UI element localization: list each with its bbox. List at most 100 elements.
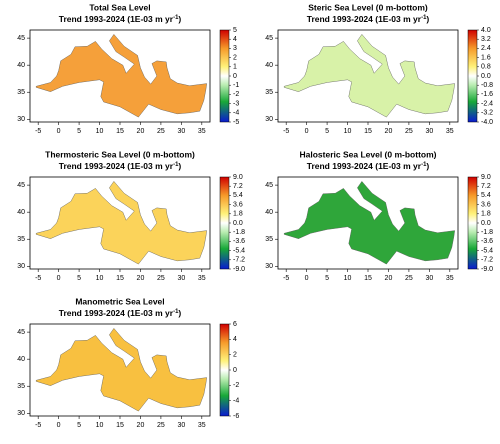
panel-subtitle: Trend 1993-2024 (1E-03 m yr-1)	[59, 14, 182, 24]
colorbar-tick-label: 5	[233, 27, 237, 34]
colorbar-tick-label: -5	[233, 119, 239, 126]
colorbar-tick-label: 9.0	[233, 174, 243, 181]
colorbar-tick-label: 1.6	[481, 54, 491, 61]
x-tick-label: 35	[198, 275, 206, 282]
x-tick-label: 10	[96, 422, 104, 429]
x-tick-label: 25	[157, 275, 165, 282]
y-tick-label: 45	[265, 182, 273, 189]
colorbar-tick-label: -1.8	[481, 229, 493, 236]
x-tick-label: -5	[283, 128, 289, 135]
subtitle-exponent: -1	[173, 162, 179, 168]
x-tick-label: 30	[425, 275, 433, 282]
y-tick-label: 35	[17, 383, 25, 390]
colorbar-tick-label: -2	[233, 382, 239, 389]
colorbar	[219, 323, 230, 417]
colorbar-tick-label: -3.6	[481, 238, 493, 245]
x-tick-label: 10	[96, 275, 104, 282]
colorbar-tick-label: -1.8	[233, 229, 245, 236]
y-tick-label: 40	[17, 356, 25, 363]
x-tick-label: 35	[198, 422, 206, 429]
x-tick-label: 25	[405, 128, 413, 135]
colorbar	[219, 29, 230, 123]
y-tick-label: 45	[17, 182, 25, 189]
panel-subtitle: Trend 1993-2024 (1E-03 m yr-1)	[59, 308, 182, 318]
colorbar-tick-label: 0.0	[233, 220, 243, 227]
x-tick-label: 5	[77, 422, 81, 429]
y-tick-label: 40	[265, 62, 273, 69]
panel-subtitle: Trend 1993-2024 (1E-03 m yr-1)	[307, 161, 430, 171]
x-tick-label: 20	[385, 128, 393, 135]
panel-title: Thermosteric Sea Level (0 m-bottom)	[45, 149, 195, 159]
y-tick-label: 45	[17, 35, 25, 42]
subtitle-end: )	[178, 14, 181, 24]
x-tick-label: -5	[35, 275, 41, 282]
x-tick-label: -5	[35, 128, 41, 135]
x-tick-label: 15	[364, 275, 372, 282]
panel-title: Total Sea Level	[89, 2, 150, 12]
y-tick-label: 35	[265, 236, 273, 243]
y-tick-label: 45	[265, 35, 273, 42]
x-tick-label: 20	[137, 128, 145, 135]
colorbar-tick-label: -6	[233, 413, 239, 420]
colorbar-tick-label: -7.2	[481, 257, 493, 264]
colorbar-tick-label: 2	[233, 352, 237, 359]
x-tick-label: 5	[325, 128, 329, 135]
y-tick-label: 35	[17, 89, 25, 96]
subtitle-text: Trend 1993-2024 (1E-03 m yr	[307, 14, 422, 24]
y-tick-label: 30	[17, 410, 25, 417]
colorbar-tick-label: 0.0	[481, 73, 491, 80]
x-tick-label: -5	[283, 275, 289, 282]
subtitle-exponent: -1	[421, 15, 427, 21]
x-tick-label: 15	[364, 128, 372, 135]
sea-area	[283, 181, 455, 265]
panel-subtitle: Trend 1993-2024 (1E-03 m yr-1)	[59, 161, 182, 171]
colorbar-tick-label: -5.4	[481, 247, 493, 254]
y-tick-label: 40	[265, 209, 273, 216]
subtitle-text: Trend 1993-2024 (1E-03 m yr	[59, 308, 174, 318]
x-tick-label: 35	[198, 128, 206, 135]
sea-area	[35, 34, 207, 118]
subtitle-end: )	[178, 308, 181, 318]
y-tick-label: 35	[265, 89, 273, 96]
colorbar-tick-label: 2	[233, 54, 237, 61]
colorbar-tick-label: 1.8	[233, 211, 243, 218]
colorbar	[467, 29, 478, 123]
x-tick-label: 0	[305, 275, 309, 282]
colorbar-tick-label: -2	[233, 91, 239, 98]
panel-title: Manometric Sea Level	[75, 296, 164, 306]
y-tick-label: 30	[17, 263, 25, 270]
x-tick-label: 15	[116, 422, 124, 429]
colorbar-tick-label: -3.2	[481, 110, 493, 117]
sea-area	[283, 34, 455, 118]
colorbar-tick-label: 3	[233, 45, 237, 52]
colorbar-tick-label: -3.6	[233, 238, 245, 245]
subtitle-text: Trend 1993-2024 (1E-03 m yr	[59, 14, 174, 24]
x-tick-label: 35	[446, 128, 454, 135]
x-tick-label: 5	[77, 275, 81, 282]
x-tick-label: 15	[116, 275, 124, 282]
colorbar-tick-label: 5.4	[481, 192, 491, 199]
subtitle-text: Trend 1993-2024 (1E-03 m yr	[59, 161, 174, 171]
colorbar-tick-label: -1.6	[481, 91, 493, 98]
y-tick-label: 30	[265, 116, 273, 123]
panel-subtitle: Trend 1993-2024 (1E-03 m yr-1)	[307, 14, 430, 24]
x-tick-label: 25	[157, 128, 165, 135]
colorbar-tick-label: 9.0	[481, 174, 491, 181]
x-tick-label: 20	[137, 422, 145, 429]
x-tick-label: 15	[116, 128, 124, 135]
y-tick-label: 30	[265, 263, 273, 270]
x-tick-label: 0	[57, 128, 61, 135]
subtitle-text: Trend 1993-2024 (1E-03 m yr	[307, 161, 422, 171]
panel-title: Halosteric Sea Level (0 m-bottom)	[300, 149, 437, 159]
subtitle-end: )	[178, 161, 181, 171]
x-tick-label: 10	[344, 275, 352, 282]
x-tick-label: 10	[96, 128, 104, 135]
colorbar	[219, 176, 230, 270]
x-tick-label: 20	[137, 275, 145, 282]
colorbar-tick-label: 4	[233, 36, 237, 43]
y-tick-label: 45	[17, 329, 25, 336]
x-tick-label: 0	[57, 422, 61, 429]
colorbar-tick-label: 0.8	[481, 64, 491, 71]
colorbar-tick-label: 7.2	[233, 183, 243, 190]
